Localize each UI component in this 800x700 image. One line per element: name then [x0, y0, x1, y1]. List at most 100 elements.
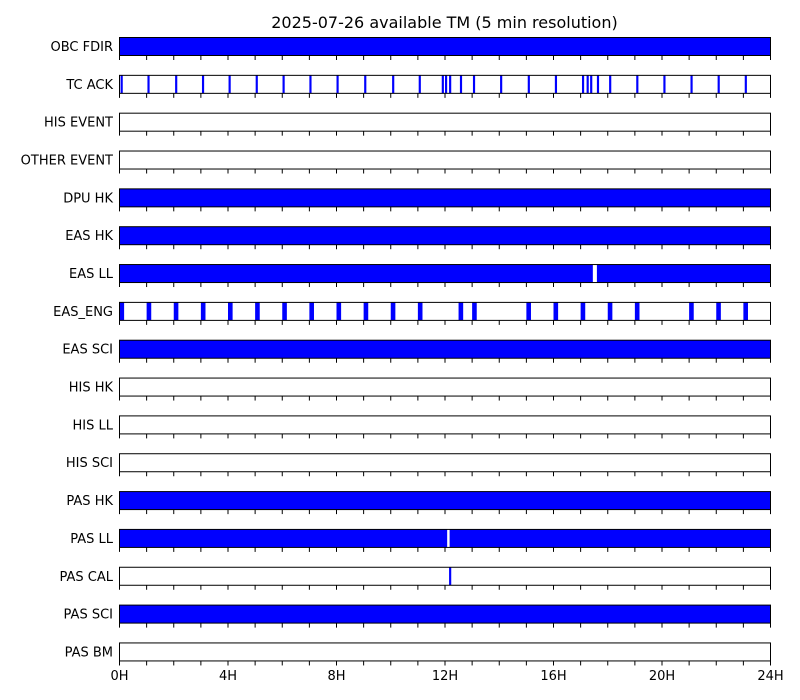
availability-bar	[586, 75, 589, 94]
row-frame	[119, 150, 771, 170]
x-tick-label: 0H	[110, 669, 128, 684]
availability-bar	[449, 75, 452, 94]
availability-bar	[200, 302, 206, 321]
row-frame	[119, 301, 771, 321]
row-label: HIS SCI	[66, 456, 113, 471]
row-frame	[119, 415, 771, 435]
availability-bar	[119, 529, 448, 548]
availability-bar	[607, 302, 613, 321]
availability-bar	[309, 75, 312, 94]
x-axis-ticks: 0H 4H 8H 12H 16H 20H 24H	[110, 669, 783, 684]
availability-bar	[663, 75, 666, 94]
row-label: PAS BM	[65, 645, 113, 660]
row-label: OTHER EVENT	[21, 154, 113, 169]
availability-bar	[554, 75, 558, 94]
availability-bar	[363, 302, 369, 321]
availability-bar	[689, 302, 694, 321]
row-label: PAS CAL	[60, 570, 114, 585]
x-tick-label: 12H	[432, 669, 458, 684]
availability-bar	[309, 302, 314, 321]
timeline-row: HIS SCI	[66, 453, 771, 477]
x-tick-label: 20H	[649, 669, 675, 684]
availability-bar	[441, 75, 444, 94]
availability-bar	[255, 75, 258, 94]
x-tick-label: 4H	[219, 669, 237, 684]
timeline-row: PAS CAL	[60, 566, 771, 590]
x-tick-label: 8H	[327, 669, 345, 684]
availability-bar	[445, 75, 448, 94]
row-label: OBC FDIR	[51, 40, 114, 55]
timeline-row: HIS EVENT	[44, 112, 771, 136]
row-label: EAS_ENG	[53, 305, 113, 320]
timeline-row: PAS SCI	[64, 604, 771, 628]
availability-bar	[596, 264, 771, 283]
timeline-rows: OBC FDIR TC ACK HIS EVENT OTHER EVENT DPU HK…	[21, 37, 784, 684]
availability-bar	[119, 340, 771, 359]
timeline-row: EAS LL	[69, 264, 771, 288]
availability-bar	[744, 75, 747, 94]
row-frame	[119, 453, 771, 473]
availability-bar	[526, 302, 531, 321]
availability-bar	[449, 529, 771, 548]
row-label: EAS HK	[65, 229, 113, 244]
availability-bar	[282, 75, 285, 94]
availability-bar	[120, 75, 123, 94]
availability-bar	[417, 302, 423, 321]
availability-bar	[553, 302, 559, 321]
availability-bar	[392, 75, 395, 94]
availability-bar	[717, 75, 720, 94]
row-frame	[119, 566, 771, 586]
availability-bar	[596, 75, 600, 94]
timeline-row: OBC FDIR	[51, 37, 771, 60]
availability-bar	[336, 302, 342, 321]
timeline-row: OTHER EVENT	[21, 150, 771, 174]
availability-bar	[119, 491, 771, 510]
availability-bar	[636, 75, 639, 94]
availability-bar	[459, 75, 463, 94]
row-label: DPU HK	[63, 191, 113, 206]
row-label: EAS SCI	[62, 343, 113, 358]
chart-title: 2025-07-26 available TM (5 min resolutio…	[271, 13, 617, 32]
timeline-row: HIS HK	[69, 377, 771, 401]
row-frame	[119, 377, 771, 397]
availability-bar	[449, 567, 452, 586]
timeline-row: PAS LL	[70, 528, 771, 552]
row-label: PAS HK	[66, 494, 113, 509]
availability-bar	[147, 75, 150, 94]
availability-bar	[500, 75, 503, 94]
availability-bar	[228, 75, 231, 94]
availability-bar	[146, 302, 152, 321]
availability-bar	[228, 302, 233, 321]
row-label: EAS LL	[69, 267, 114, 282]
availability-bar	[527, 75, 530, 94]
timeline-row: EAS HK	[65, 226, 771, 250]
x-tick-label: 16H	[540, 669, 566, 684]
availability-bar	[282, 302, 287, 321]
availability-bar	[590, 75, 593, 94]
timeline-row: HIS LL	[73, 415, 771, 439]
availability-bar	[255, 302, 260, 321]
row-frame	[119, 112, 771, 132]
availability-bar	[458, 302, 464, 321]
row-label: HIS LL	[73, 418, 114, 433]
row-label: PAS SCI	[64, 608, 113, 623]
availability-bar	[201, 75, 205, 94]
row-frame	[119, 642, 771, 662]
availability-bar	[418, 75, 421, 94]
timeline-row: TC ACK	[65, 74, 771, 98]
row-label: HIS HK	[69, 381, 114, 396]
availability-bar	[581, 75, 585, 94]
availability-bar	[173, 302, 179, 321]
timeline-row: PAS HK	[66, 491, 771, 515]
availability-bar	[119, 37, 771, 56]
availability-bar	[743, 302, 748, 321]
timeline-row: DPU HK	[63, 188, 771, 212]
row-label: TC ACK	[65, 78, 113, 93]
availability-bar	[119, 226, 771, 245]
timeline-row: EAS_ENG	[53, 301, 771, 325]
timeline-row: EAS SCI	[62, 339, 771, 363]
availability-bar	[175, 75, 178, 94]
timeline-row: PAS BM	[65, 642, 771, 666]
availability-bar	[364, 75, 367, 94]
